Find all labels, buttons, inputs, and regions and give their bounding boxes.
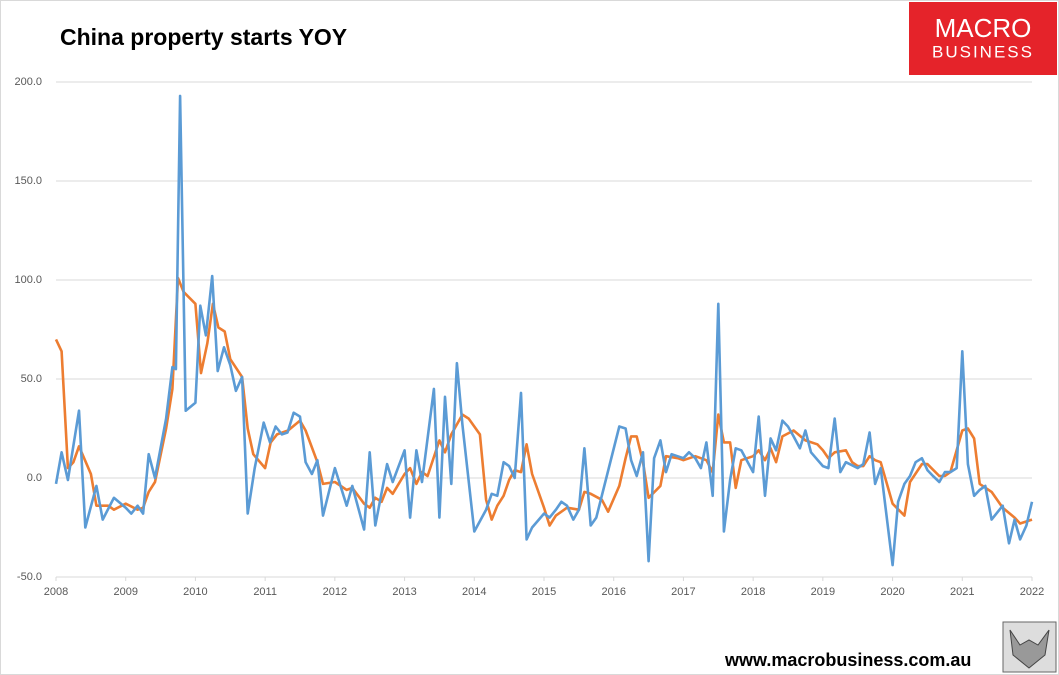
x-tick-label: 2011: [253, 586, 277, 598]
x-tick-label: 2019: [811, 586, 835, 598]
y-tick-label: 100.0: [14, 274, 42, 286]
x-tick-label: 2010: [183, 586, 207, 598]
x-tick-label: 2018: [741, 586, 765, 598]
x-tick-label: 2015: [532, 586, 556, 598]
x-tick-label: 2020: [880, 586, 904, 598]
y-tick-label: 0.0: [27, 472, 42, 484]
y-tick-label: -50.0: [17, 571, 42, 583]
x-tick-label: 2016: [601, 586, 625, 598]
series-line: [54, 94, 1034, 567]
x-tick-label: 2012: [323, 586, 347, 598]
x-tick-label: 2022: [1020, 586, 1044, 598]
y-tick-label: 50.0: [21, 373, 42, 385]
logo-text: MACRO: [935, 13, 1032, 43]
x-tick-label: 2009: [113, 586, 137, 598]
footer: www.macrobusiness.com.au: [724, 650, 971, 670]
y-tick-label: 150.0: [14, 175, 42, 187]
x-tick-label: 2017: [671, 586, 695, 598]
x-tick-label: 2021: [950, 586, 974, 598]
y-tick-label: 200.0: [14, 76, 42, 88]
chart-title: China property starts YOY: [60, 24, 347, 50]
fox-icon: [1009, 629, 1050, 669]
x-tick-label: 2014: [462, 586, 486, 598]
logo-box: [909, 2, 1057, 75]
x-tick-label: 2008: [44, 586, 68, 598]
logo-text: BUSINESS: [932, 42, 1034, 61]
x-tick-label: 2013: [392, 586, 416, 598]
